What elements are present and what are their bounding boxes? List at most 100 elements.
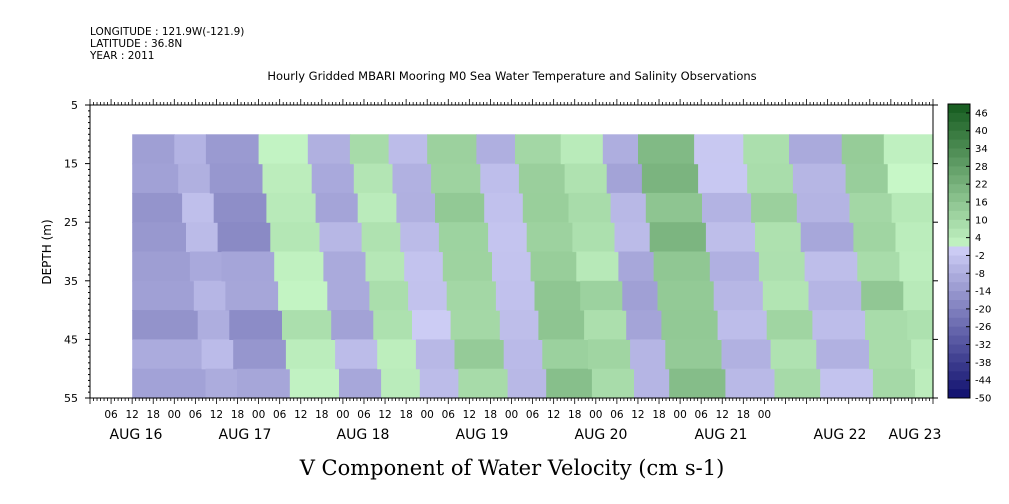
heatmap-cell bbox=[357, 192, 397, 223]
heatmap-cell bbox=[262, 163, 313, 194]
heatmap-cell bbox=[758, 251, 806, 282]
heatmap-cell bbox=[435, 192, 485, 223]
heatmap-cell bbox=[205, 368, 238, 399]
colorbar-swatch bbox=[948, 389, 970, 399]
heatmap-cell bbox=[588, 339, 631, 370]
colorbar-swatch bbox=[948, 362, 970, 372]
heatmap-cell bbox=[515, 134, 562, 165]
x-hour-label: 00 bbox=[336, 409, 349, 421]
x-date-label: AUG 23 bbox=[889, 427, 942, 443]
heatmap-cell bbox=[186, 222, 219, 253]
colorbar-swatch bbox=[948, 104, 970, 114]
colorbar-swatch bbox=[948, 291, 970, 301]
heatmap-cell bbox=[702, 192, 752, 223]
heatmap-cell bbox=[339, 368, 382, 399]
colorbar-swatch bbox=[948, 344, 970, 354]
heatmap-cell bbox=[743, 134, 790, 165]
colorbar-frame bbox=[947, 103, 971, 399]
heatmap-cell bbox=[694, 134, 744, 165]
heatmap-cell bbox=[132, 192, 183, 223]
colorbar-swatch bbox=[948, 326, 970, 337]
x-date-label: AUG 20 bbox=[575, 427, 628, 443]
colorbar-swatch bbox=[948, 308, 970, 319]
x-date-label: AUG 17 bbox=[219, 427, 272, 443]
heatmap-cell bbox=[796, 192, 851, 223]
heatmap-cell bbox=[221, 251, 275, 282]
x-hour-label: 12 bbox=[463, 409, 476, 421]
colorbar-swatch bbox=[948, 202, 970, 212]
colorbar-label: -44 bbox=[975, 376, 991, 387]
heatmap-cell bbox=[591, 368, 635, 399]
x-hour-label: 18 bbox=[147, 409, 160, 421]
x-hour-label: 00 bbox=[421, 409, 434, 421]
colorbar-label: -20 bbox=[975, 304, 991, 315]
heatmap-cell bbox=[857, 251, 900, 282]
heatmap-cell bbox=[225, 280, 279, 311]
heatmap-cell bbox=[774, 368, 821, 399]
heatmap-cell bbox=[331, 310, 374, 340]
x-hour-label: 12 bbox=[378, 409, 391, 421]
heatmap-cell bbox=[307, 134, 351, 165]
heatmap-cell bbox=[282, 310, 332, 340]
heatmap-cell bbox=[755, 222, 802, 253]
x-date-label: AUG 18 bbox=[337, 427, 390, 443]
x-hour-label: 18 bbox=[568, 409, 581, 421]
x-hour-label: 00 bbox=[252, 409, 265, 421]
heatmap-cell bbox=[572, 222, 616, 253]
colorbar-swatch bbox=[948, 317, 970, 328]
y-axis-label: DEPTH (m) bbox=[40, 219, 54, 284]
x-hour-label: 12 bbox=[125, 409, 138, 421]
heatmap-cell bbox=[530, 251, 577, 282]
heatmap-cell bbox=[365, 251, 405, 282]
colorbar-label: -50 bbox=[975, 394, 991, 405]
heatmap-cell bbox=[602, 134, 639, 165]
colorbar-swatch bbox=[948, 255, 970, 265]
heatmap-cell bbox=[705, 222, 756, 253]
heatmap-cell bbox=[209, 163, 264, 194]
header-info: LONGITUDE : 121.9W(-121.9) LATITUDE : 36… bbox=[89, 26, 244, 62]
heatmap-cell bbox=[193, 280, 226, 311]
colorbar-label: 16 bbox=[975, 198, 988, 209]
x-hour-label: 18 bbox=[231, 409, 244, 421]
heatmap-cell bbox=[538, 310, 585, 340]
y-tick-label: 55 bbox=[64, 392, 78, 405]
heatmap-cell bbox=[766, 310, 813, 340]
heatmap-cell bbox=[915, 368, 934, 399]
heatmap-cell bbox=[618, 251, 655, 282]
heatmap-cell bbox=[808, 280, 862, 311]
x-hour-label: 12 bbox=[631, 409, 644, 421]
heatmap-cell bbox=[657, 280, 715, 311]
x-hour-label: 18 bbox=[484, 409, 497, 421]
heatmap-cell bbox=[201, 339, 234, 370]
heatmap-cell bbox=[217, 222, 271, 253]
heatmap-cell bbox=[381, 368, 421, 399]
colorbar-swatch bbox=[948, 139, 970, 149]
colorbar-label: -38 bbox=[975, 358, 991, 369]
heatmap-cell bbox=[132, 222, 187, 253]
colorbar-label: 4 bbox=[975, 233, 981, 244]
heatmap-cell bbox=[419, 368, 459, 399]
heatmap-cell bbox=[610, 192, 647, 223]
heatmap-cell bbox=[845, 163, 889, 194]
colorbar-label: 10 bbox=[975, 215, 988, 226]
heatmap-cell bbox=[373, 310, 413, 340]
heatmap-cell bbox=[132, 339, 203, 370]
x-hour-label: 12 bbox=[210, 409, 223, 421]
colorbar-label: -26 bbox=[975, 322, 991, 333]
heatmap-cell bbox=[546, 368, 593, 399]
heatmap-cell bbox=[576, 251, 619, 282]
top-minor-ticks bbox=[89, 99, 934, 105]
heatmap-cell bbox=[895, 222, 934, 253]
x-date-label: AUG 19 bbox=[456, 427, 509, 443]
heatmap-cell bbox=[606, 163, 643, 194]
heatmap-cell bbox=[721, 339, 772, 370]
heatmap-cell bbox=[542, 339, 589, 370]
heatmap-cell bbox=[319, 222, 363, 253]
colorbar-swatch bbox=[948, 157, 970, 167]
heatmap-cell bbox=[580, 280, 623, 311]
heatmap-cell bbox=[353, 163, 393, 194]
colorbar-swatch bbox=[948, 121, 970, 132]
heatmap-cell bbox=[849, 192, 893, 223]
colorbar-swatch bbox=[948, 273, 970, 283]
heatmap-cell bbox=[270, 222, 321, 253]
